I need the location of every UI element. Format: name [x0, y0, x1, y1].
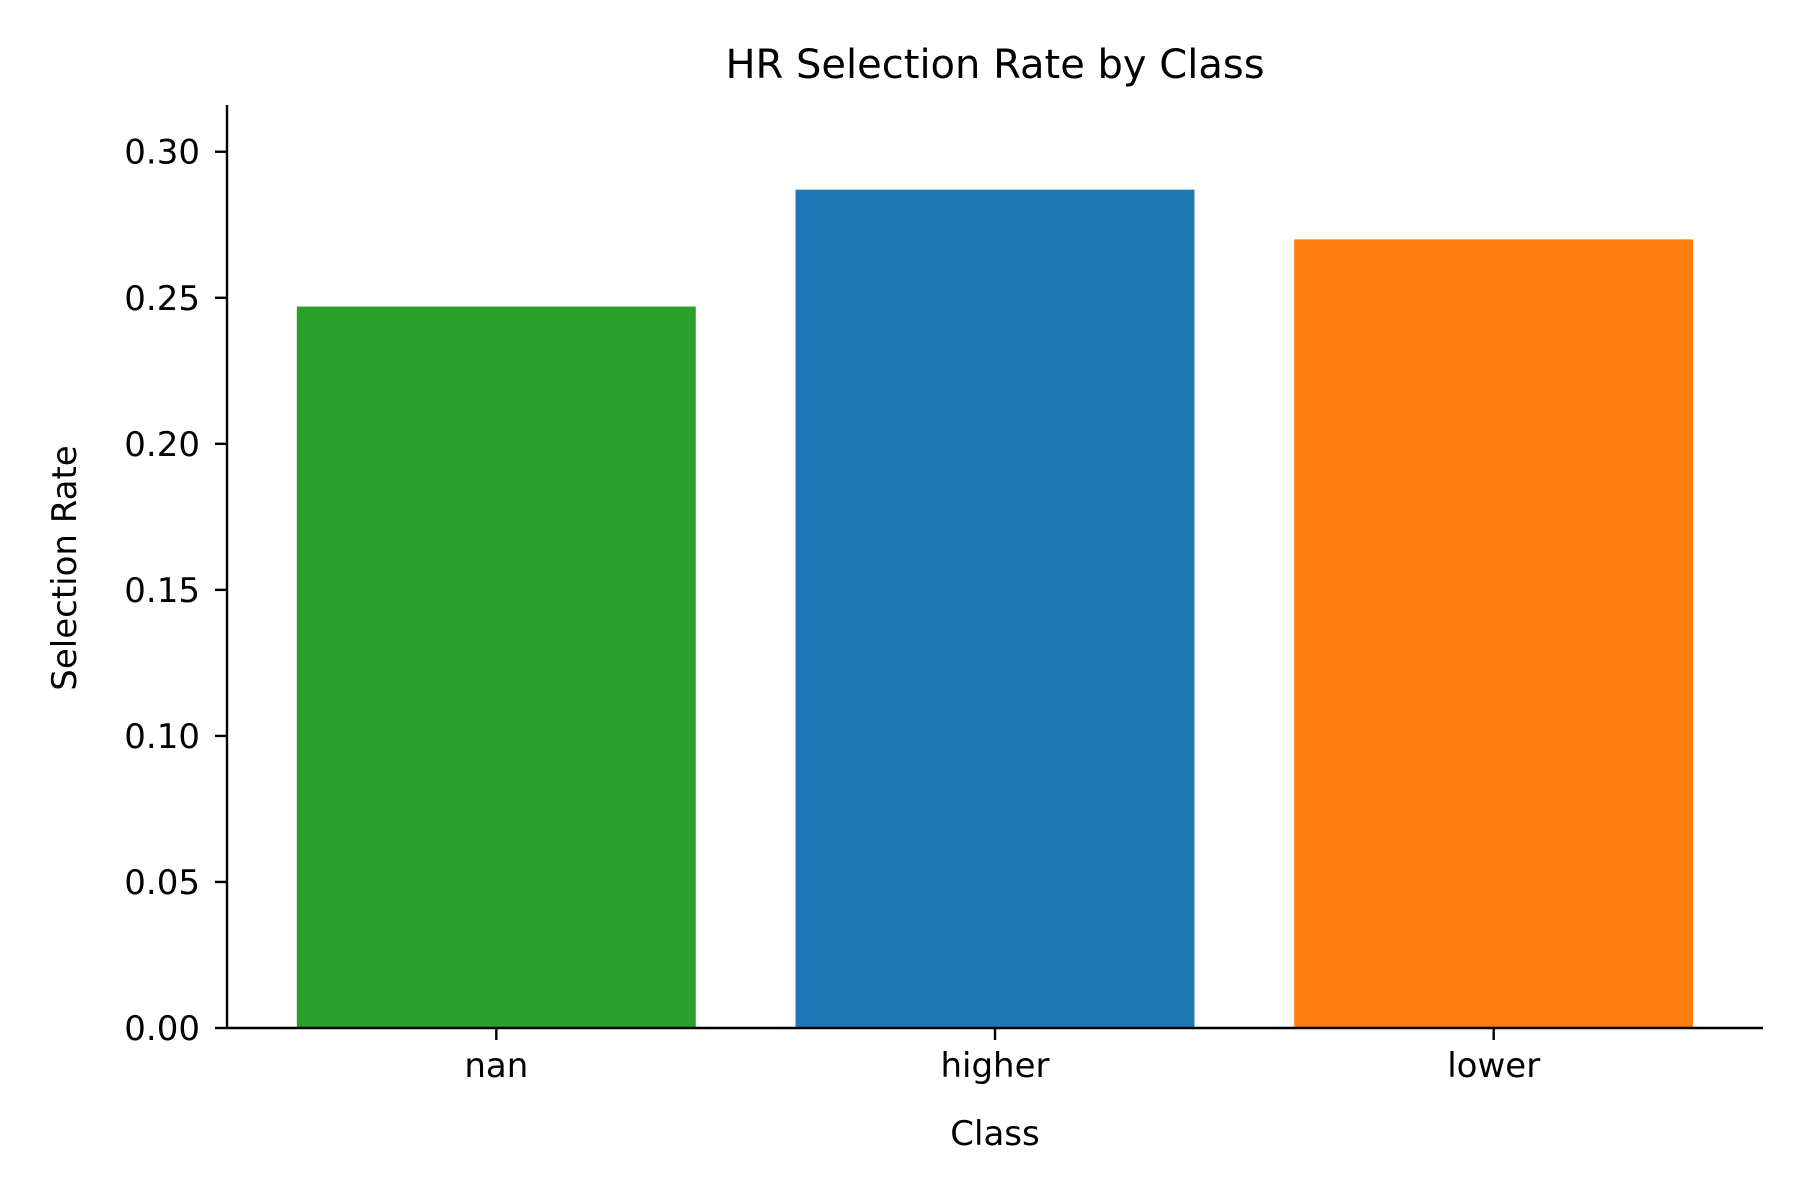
chart-title: HR Selection Rate by Class: [725, 42, 1264, 88]
bars-group: [296, 189, 1694, 1029]
x-tick-label: nan: [464, 1046, 528, 1086]
y-tick-label: 0.15: [124, 571, 200, 611]
y-tick-label: 0.10: [124, 717, 200, 757]
y-tick-label: 0.05: [124, 863, 200, 903]
y-tick-label: 0.30: [124, 133, 200, 173]
bar-nan: [296, 306, 696, 1028]
y-axis-label: Selection Rate: [45, 445, 85, 690]
y-tick-label: 0.25: [124, 279, 200, 319]
x-axis-label: Class: [950, 1114, 1039, 1154]
y-tick-label: 0.00: [124, 1009, 200, 1049]
x-tick-label: higher: [940, 1046, 1049, 1086]
y-tick-label: 0.20: [124, 425, 200, 465]
y-axis-ticks: 0.00 0.05 0.10 0.15 0.20 0.25 0.30: [124, 133, 227, 1049]
x-tick-label: lower: [1447, 1046, 1540, 1086]
x-axis-ticks: nan higher lower: [464, 1028, 1540, 1086]
bar-lower: [1294, 239, 1694, 1028]
bar-higher: [795, 189, 1195, 1029]
